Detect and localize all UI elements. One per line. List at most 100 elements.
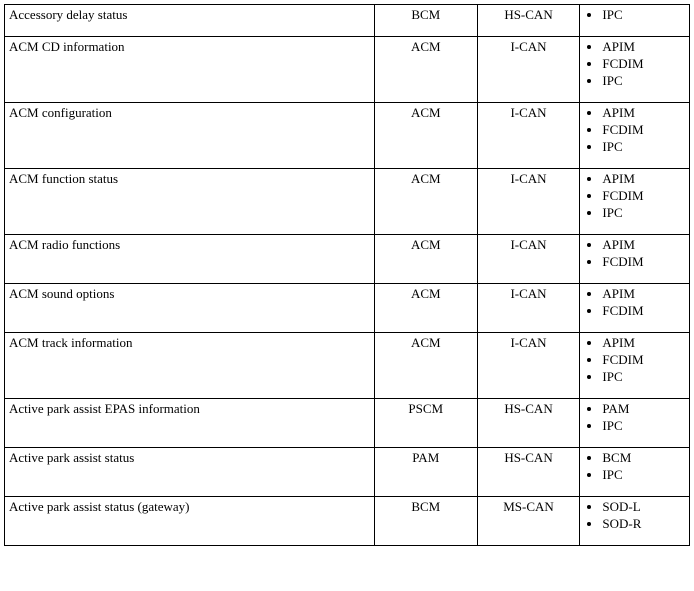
cell-message: ACM configuration xyxy=(5,103,375,169)
cell-source: ACM xyxy=(374,103,477,169)
bus-text: I-CAN xyxy=(510,171,546,186)
list-item: FCDIM xyxy=(602,188,685,204)
cell-receivers: APIMFCDIMIPC xyxy=(580,333,690,399)
cell-source: BCM xyxy=(374,497,477,546)
source-text: PSCM xyxy=(408,401,443,416)
cell-bus: HS-CAN xyxy=(477,399,580,448)
cell-message: Active park assist status xyxy=(5,448,375,497)
table-row: ACM track information ACM I-CAN APIMFCDIMIP… xyxy=(5,333,690,399)
receivers-list: PAMIPC xyxy=(584,401,685,434)
cell-source: PAM xyxy=(374,448,477,497)
table-row: ACM CD information ACM I-CAN APIMFCDIMIPC xyxy=(5,37,690,103)
source-text: BCM xyxy=(411,7,440,22)
list-item: IPC xyxy=(602,369,685,385)
receivers-list: APIMFCDIMIPC xyxy=(584,335,685,385)
list-item: FCDIM xyxy=(602,254,685,270)
cell-receivers: SOD-LSOD-R xyxy=(580,497,690,546)
cell-source: PSCM xyxy=(374,399,477,448)
message-text: ACM radio functions xyxy=(9,237,120,252)
source-text: ACM xyxy=(411,335,441,350)
receivers-list: APIMFCDIMIPC xyxy=(584,39,685,89)
cell-source: ACM xyxy=(374,169,477,235)
cell-bus: HS-CAN xyxy=(477,448,580,497)
list-item: FCDIM xyxy=(602,56,685,72)
list-item: APIM xyxy=(602,286,685,302)
cell-bus: I-CAN xyxy=(477,103,580,169)
list-item: SOD-L xyxy=(602,499,685,515)
bus-text: I-CAN xyxy=(510,286,546,301)
cell-bus: MS-CAN xyxy=(477,497,580,546)
cell-receivers: APIMFCDIM xyxy=(580,235,690,284)
receivers-list: SOD-LSOD-R xyxy=(584,499,685,532)
cell-message: ACM function status xyxy=(5,169,375,235)
list-item: APIM xyxy=(602,39,685,55)
cell-receivers: APIMFCDIM xyxy=(580,284,690,333)
list-item: APIM xyxy=(602,237,685,253)
cell-message: Active park assist status (gateway) xyxy=(5,497,375,546)
cell-message: Accessory delay status xyxy=(5,5,375,37)
receivers-list: APIMFCDIMIPC xyxy=(584,105,685,155)
list-item: IPC xyxy=(602,73,685,89)
message-text: Active park assist status (gateway) xyxy=(9,499,190,514)
receivers-list: APIMFCDIMIPC xyxy=(584,171,685,221)
cell-receivers: APIMFCDIMIPC xyxy=(580,37,690,103)
message-text: Accessory delay status xyxy=(9,7,127,22)
cell-receivers: APIMFCDIMIPC xyxy=(580,169,690,235)
cell-source: ACM xyxy=(374,235,477,284)
cell-message: ACM CD information xyxy=(5,37,375,103)
receivers-list: APIMFCDIM xyxy=(584,237,685,270)
table-row: ACM radio functions ACM I-CAN APIMFCDIM xyxy=(5,235,690,284)
cell-source: ACM xyxy=(374,37,477,103)
message-text: ACM configuration xyxy=(9,105,112,120)
list-item: IPC xyxy=(602,205,685,221)
source-text: ACM xyxy=(411,39,441,54)
table-row: ACM sound options ACM I-CAN APIMFCDIM xyxy=(5,284,690,333)
bus-text: I-CAN xyxy=(510,237,546,252)
bus-text: I-CAN xyxy=(510,335,546,350)
cell-message: ACM sound options xyxy=(5,284,375,333)
table-row: Accessory delay status BCM HS-CAN IPC xyxy=(5,5,690,37)
message-text: ACM function status xyxy=(9,171,118,186)
source-text: PAM xyxy=(412,450,439,465)
bus-text: I-CAN xyxy=(510,39,546,54)
message-text: ACM track information xyxy=(9,335,132,350)
list-item: APIM xyxy=(602,171,685,187)
bus-text: I-CAN xyxy=(510,105,546,120)
cell-receivers: APIMFCDIMIPC xyxy=(580,103,690,169)
list-item: BCM xyxy=(602,450,685,466)
cell-receivers: BCMIPC xyxy=(580,448,690,497)
bus-text: HS-CAN xyxy=(504,401,552,416)
list-item: IPC xyxy=(602,7,685,23)
receivers-list: APIMFCDIM xyxy=(584,286,685,319)
list-item: IPC xyxy=(602,418,685,434)
source-text: ACM xyxy=(411,286,441,301)
cell-receivers: PAMIPC xyxy=(580,399,690,448)
cell-source: ACM xyxy=(374,284,477,333)
message-text: Active park assist status xyxy=(9,450,134,465)
list-item: FCDIM xyxy=(602,352,685,368)
list-item: APIM xyxy=(602,335,685,351)
cell-bus: I-CAN xyxy=(477,284,580,333)
signal-table: Accessory delay statusBCMHS-CANIPCACM CD… xyxy=(4,4,690,546)
list-item: APIM xyxy=(602,105,685,121)
cell-source: BCM xyxy=(374,5,477,37)
message-text: ACM sound options xyxy=(9,286,114,301)
cell-message: ACM track information xyxy=(5,333,375,399)
cell-source: ACM xyxy=(374,333,477,399)
cell-bus: I-CAN xyxy=(477,37,580,103)
cell-bus: HS-CAN xyxy=(477,5,580,37)
source-text: BCM xyxy=(411,499,440,514)
cell-message: ACM radio functions xyxy=(5,235,375,284)
cell-receivers: IPC xyxy=(580,5,690,37)
table-row: Active park assist EPAS information PSCM H… xyxy=(5,399,690,448)
signal-table-body: Accessory delay statusBCMHS-CANIPCACM CD… xyxy=(5,5,690,546)
list-item: IPC xyxy=(602,467,685,483)
table-row: Active park assist status (gateway) BCM MS… xyxy=(5,497,690,546)
receivers-list: IPC xyxy=(584,7,685,23)
message-text: ACM CD information xyxy=(9,39,125,54)
table-row: ACM function status ACM I-CAN APIMFCDIMIPC xyxy=(5,169,690,235)
message-text: Active park assist EPAS information xyxy=(9,401,200,416)
list-item: PAM xyxy=(602,401,685,417)
table-row: ACM configuration ACM I-CAN APIMFCDIMIPC xyxy=(5,103,690,169)
bus-text: HS-CAN xyxy=(504,450,552,465)
